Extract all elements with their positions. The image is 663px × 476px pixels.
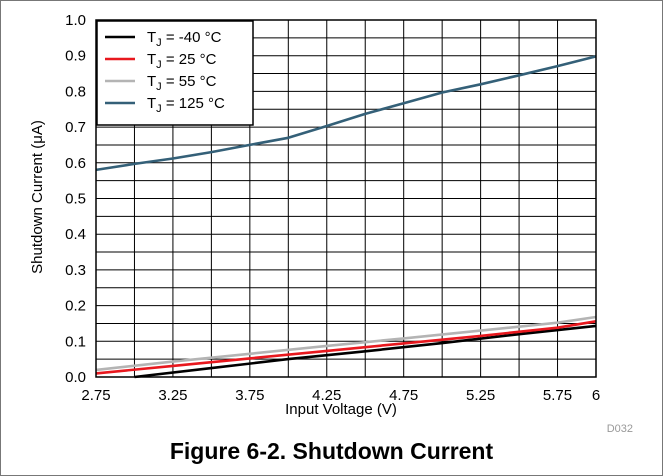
x-tick-label: 5.25 [466, 387, 495, 404]
series-line-1 [95, 320, 597, 375]
y-tick-label: 1.0 [65, 12, 86, 29]
series-line-0 [134, 324, 597, 379]
y-tick-label: 0.1 [65, 333, 86, 350]
legend: TJ = -40 °CTJ = 25 °CTJ = 55 °CTJ = 125 … [96, 20, 254, 126]
series-line-3 [95, 55, 597, 172]
y-tick-label: 0.5 [65, 191, 86, 208]
series-line-2 [95, 315, 597, 372]
x-tick-label: 5.75 [543, 387, 572, 404]
figure-title: Figure 6-2. Shutdown Current [169, 438, 494, 464]
x-tick-label: 4.75 [389, 387, 418, 404]
y-tick-label: 0.7 [65, 119, 86, 136]
legend-label-0: TJ = -40 °C [147, 29, 222, 49]
legend-label-3: TJ = 125 °C [147, 95, 225, 115]
plot-border [95, 19, 597, 378]
x-tick-label: 3.25 [158, 387, 187, 404]
y-tick-label: 0.4 [65, 226, 86, 243]
y-tick-label: 0.6 [65, 155, 86, 172]
legend-label-1: TJ = 25 °C [147, 51, 217, 71]
x-tick-label: 6 [592, 387, 600, 404]
y-tick-label: 0.9 [65, 48, 86, 65]
y-tick-label: 0.8 [65, 83, 86, 100]
legend-box [96, 20, 254, 126]
x-tick-label: 2.75 [81, 387, 110, 404]
series-lines [95, 55, 597, 379]
chart-code-label: D032 [607, 423, 633, 435]
y-axis-title: Shutdown Current (μA) [29, 120, 46, 274]
y-tick-label: 0.3 [65, 262, 86, 279]
y-tick-label: 0.2 [65, 298, 86, 315]
x-axis-title: Input Voltage (V) [285, 401, 397, 418]
y-tick-labels: 0.0 0.1 0.2 0.3 0.4 0.5 0.6 0.7 0.8 0.9 1.0 [65, 12, 86, 386]
grid [96, 20, 596, 377]
x-tick-label: 3.75 [235, 387, 264, 404]
legend-label-2: TJ = 55 °C [147, 73, 217, 93]
y-tick-label: 0.0 [65, 369, 86, 386]
x-tick-label: 4.25 [312, 387, 341, 404]
x-tick-labels: 2.75 3.25 3.75 4.25 4.75 5.25 5.75 6 [81, 387, 600, 404]
